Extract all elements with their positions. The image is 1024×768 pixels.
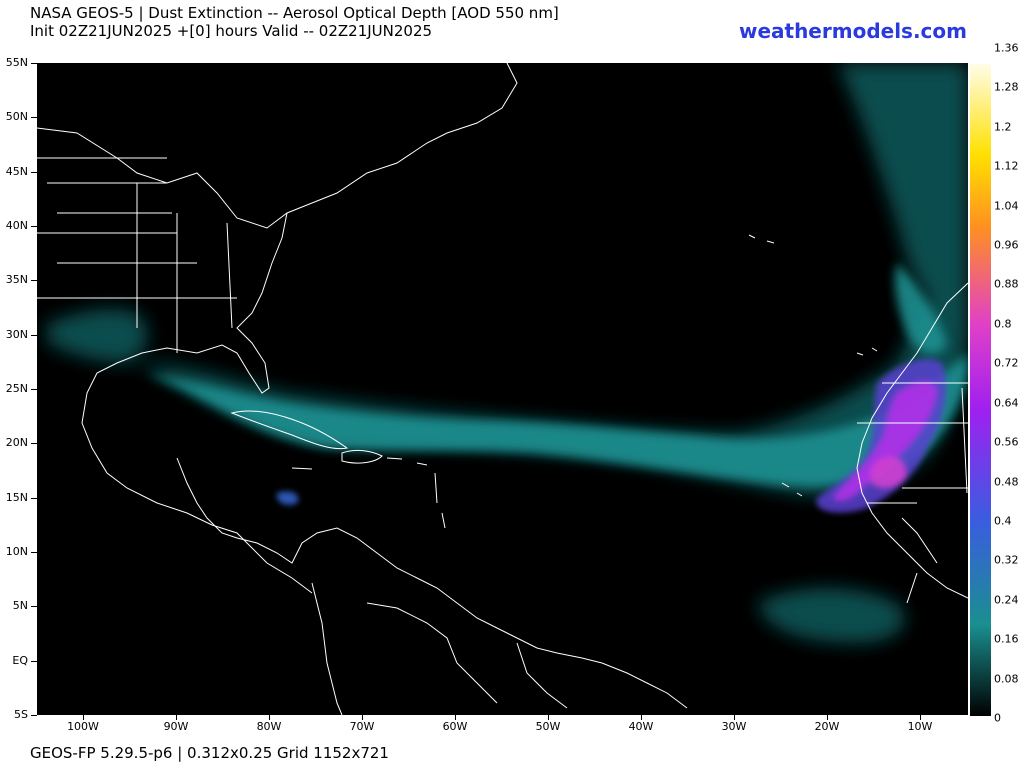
latitude-label: 50N (5, 110, 28, 124)
colorbar-label: 1.12 (994, 159, 1019, 173)
colorbar-label: 0.48 (994, 475, 1019, 489)
dust-aod-map (37, 63, 968, 715)
latitude-label: 35N (5, 273, 28, 287)
latitude-tick (31, 226, 37, 227)
colorbar-label: 1.36 (994, 41, 1019, 55)
colorbar-label: 0.64 (994, 396, 1019, 410)
colorbar-label: 0.88 (994, 277, 1019, 291)
longitude-tick (734, 715, 735, 720)
latitude-label: 45N (5, 164, 28, 178)
latitude-tick (31, 606, 37, 608)
longitude-label: 90W (163, 720, 189, 733)
latitude-tick (31, 280, 37, 282)
longitude-tick (641, 715, 642, 720)
latitude-label: 40N (5, 219, 28, 232)
latitude-label: 10N (5, 545, 28, 558)
longitude-label: 100W (67, 720, 99, 733)
latitude-label: 30N (5, 327, 28, 341)
longitude-label: 60W (442, 720, 468, 733)
latitude-tick (31, 389, 37, 390)
latitude-label: 25N (5, 382, 28, 395)
model-footer: GEOS-FP 5.29.5-p6 | 0.312x0.25 Grid 1152… (30, 744, 389, 762)
latitude-tick (31, 443, 37, 445)
latitude-label: 5N (12, 599, 28, 613)
brand-link[interactable]: weathermodels.com (738, 19, 967, 43)
colorbar-label: 0 (994, 711, 1001, 725)
colorbar-label: 1.2 (994, 120, 1012, 134)
latitude-tick (31, 497, 37, 499)
colorbar-label: 0.4 (994, 514, 1012, 528)
longitude-tick (548, 715, 549, 720)
map-title: NASA GEOS-5 | Dust Extinction -- Aerosol… (30, 4, 559, 22)
longitude-label: 80W (256, 720, 282, 733)
colorbar-label: 1.28 (994, 80, 1019, 94)
longitude-label: 50W (535, 720, 561, 733)
map-subtitle: Init 02Z21JUN2025 +[0] hours Valid -- 02… (30, 22, 433, 40)
coastlines (37, 63, 968, 715)
dust-plume-core (276, 359, 947, 513)
latitude-tick (31, 171, 37, 173)
longitude-tick (176, 715, 177, 720)
colorbar-label: 1.04 (994, 199, 1019, 213)
longitude-label: 70W (349, 720, 375, 733)
latitude-tick (31, 715, 37, 716)
longitude-tick (920, 715, 921, 720)
colorbar-label: 0.24 (994, 593, 1019, 607)
colorbar-label: 0.8 (994, 317, 1012, 331)
latitude-tick (31, 334, 37, 336)
latitude-tick (31, 117, 37, 119)
colorbar-label: 0.32 (994, 553, 1019, 567)
latitude-label: 15N (5, 490, 28, 504)
latitude-tick (31, 63, 37, 64)
longitude-tick (83, 715, 84, 720)
longitude-label: 20W (814, 720, 840, 733)
longitude-label: 10W (907, 720, 933, 733)
latitude-label: 55N (5, 56, 28, 69)
colorbar-label: 0.08 (994, 672, 1019, 686)
longitude-tick (827, 715, 828, 720)
aod-colorbar (969, 63, 992, 717)
longitude-tick (269, 715, 270, 720)
latitude-label: 5S (14, 708, 28, 721)
colorbar-label: 0.56 (994, 435, 1019, 449)
latitude-label: 20N (5, 436, 28, 450)
longitude-label: 40W (628, 720, 654, 733)
latitude-tick (31, 552, 37, 553)
colorbar-label: 0.96 (994, 238, 1019, 252)
longitude-tick (455, 715, 456, 720)
longitude-tick (362, 715, 363, 720)
latitude-label: EQ (12, 653, 28, 667)
latitude-tick (31, 660, 37, 662)
colorbar-label: 0.16 (994, 632, 1019, 646)
dust-plume-mid (147, 263, 968, 486)
colorbar-label: 0.72 (994, 356, 1019, 370)
longitude-label: 30W (721, 720, 747, 733)
